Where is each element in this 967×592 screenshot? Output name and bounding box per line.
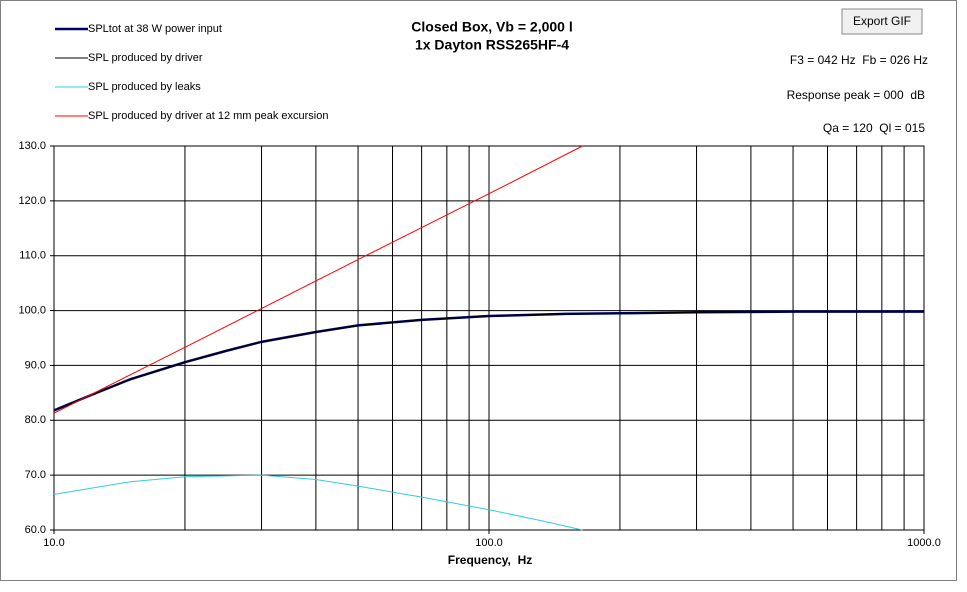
- y-tick-label: 130.0: [18, 140, 46, 152]
- button-frame[interactable]: [841, 8, 923, 35]
- x-axis-title: Frequency, Hz: [448, 553, 532, 567]
- series-line: [53, 145, 583, 414]
- annotation: F3 = 042 Hz Fb = 026 Hz: [790, 53, 928, 67]
- export-button[interactable]: Export GIF: [841, 8, 923, 35]
- y-tick-label: 100.0: [18, 304, 46, 316]
- annotation: Qa = 120 Ql = 015: [823, 121, 925, 135]
- y-tick-label: 120.0: [18, 195, 46, 207]
- y-tick-label: 80.0: [25, 414, 46, 426]
- y-tick-label: 90.0: [25, 359, 46, 371]
- chart-title: Closed Box, Vb = 2,000 l: [411, 19, 572, 35]
- legend-label: SPL produced by driver at 12 mm peak exc…: [88, 110, 329, 122]
- x-tick-label: 1000.0: [907, 537, 941, 549]
- series-line: [53, 474, 583, 531]
- x-tick-label: 10.0: [43, 537, 64, 549]
- series-line: [53, 311, 924, 411]
- button-label[interactable]: Export GIF: [853, 14, 911, 28]
- annotation: Response peak = 000 dB: [787, 88, 925, 102]
- y-tick-label: 60.0: [25, 524, 46, 536]
- y-tick-label: 70.0: [25, 469, 46, 481]
- legend-label: SPLtot at 38 W power input: [88, 23, 222, 35]
- legend-label: SPL produced by driver: [88, 52, 203, 64]
- y-tick-label: 110.0: [19, 250, 46, 262]
- legend-label: SPL produced by leaks: [88, 81, 201, 93]
- chart-subtitle: 1x Dayton RSS265HF-4: [415, 37, 569, 53]
- chart-border: [0, 0, 957, 581]
- x-tick-label: 100.0: [475, 537, 503, 549]
